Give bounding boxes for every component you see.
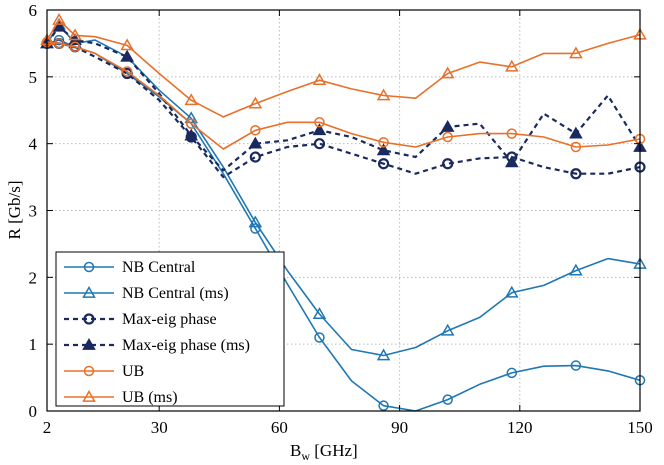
data-point <box>248 215 263 228</box>
data-point <box>378 400 389 411</box>
data-point <box>250 125 261 136</box>
data-point <box>378 137 389 148</box>
legend-label: Max-eig phase (ms) <box>122 337 250 354</box>
data-point <box>570 168 582 180</box>
data-point <box>312 307 327 319</box>
data-point <box>506 128 518 139</box>
data-point <box>442 131 453 143</box>
data-point <box>569 263 583 276</box>
data-point <box>376 88 391 101</box>
y-tick-label: 6 <box>29 1 38 20</box>
x-tick-label: 2 <box>43 418 52 437</box>
y-tick-label: 2 <box>29 268 38 287</box>
series-line <box>47 42 641 179</box>
legend-item: NB Central (ms) <box>64 285 229 302</box>
series-line <box>46 19 641 118</box>
x-tick-label: 60 <box>271 418 288 437</box>
data-point <box>53 38 65 49</box>
y-tick-label: 4 <box>29 135 38 154</box>
legend-item: Max-eig phase <box>64 311 217 328</box>
series-line <box>46 23 641 357</box>
legend-label: UB (ms) <box>122 389 178 406</box>
data-point <box>504 59 519 72</box>
data-point <box>440 119 455 132</box>
data-point <box>442 394 453 405</box>
series-line <box>46 41 641 150</box>
series-5 <box>40 13 647 118</box>
data-point <box>184 128 199 141</box>
x-tick-label: 150 <box>627 418 653 437</box>
x-tick-label: 120 <box>507 418 533 437</box>
data-point <box>442 158 454 170</box>
y-tick-label: 3 <box>29 202 38 221</box>
data-point <box>504 285 519 298</box>
data-point <box>314 332 325 343</box>
series-3 <box>40 19 647 172</box>
data-point <box>376 143 391 156</box>
data-point <box>313 138 326 150</box>
data-point <box>185 118 197 129</box>
x-axis-title: Bw [GHz] <box>290 441 358 463</box>
x-tick-label: 90 <box>391 418 408 437</box>
data-point <box>53 34 65 46</box>
data-point <box>52 13 66 25</box>
data-point <box>312 123 327 136</box>
legend-marker <box>82 285 96 298</box>
data-point <box>570 360 582 371</box>
data-point <box>184 93 199 106</box>
data-point <box>69 41 81 53</box>
data-point <box>377 158 390 170</box>
legend-box <box>55 251 285 407</box>
legend-item: Max-eig phase (ms) <box>64 337 250 354</box>
y-axis-title: R [Gb/s] <box>5 180 24 239</box>
data-point <box>314 117 325 128</box>
data-point <box>440 66 455 79</box>
data-point <box>249 151 261 163</box>
data-point <box>376 348 391 361</box>
legend-marker <box>83 313 95 325</box>
data-point <box>506 367 518 379</box>
data-point <box>570 141 582 153</box>
tick-labels: 2 30 60 90 120 150 0 1 2 3 4 5 6 <box>29 1 653 437</box>
data-point <box>120 49 134 62</box>
legend-item: NB Central <box>64 259 196 276</box>
y-tick-label: 0 <box>29 402 38 421</box>
legend-item: UB <box>64 363 144 380</box>
data-point <box>569 46 583 59</box>
legend-item: UB (ms) <box>64 389 178 406</box>
data-point <box>68 28 82 41</box>
data-point <box>248 96 263 109</box>
data-point <box>440 323 455 336</box>
data-point <box>312 73 327 86</box>
data-point <box>248 136 263 149</box>
data-point <box>184 111 199 124</box>
legend-marker <box>83 365 95 377</box>
legend-label: NB Central (ms) <box>122 285 229 302</box>
legend-marker <box>82 337 96 350</box>
data-point <box>120 38 134 51</box>
x-tick-label: 30 <box>151 418 168 437</box>
series-line <box>46 25 641 172</box>
legend-label: NB Central <box>122 259 196 276</box>
legend-label: Max-eig phase <box>122 311 217 328</box>
y-tick-label: 1 <box>29 335 38 354</box>
data-point <box>121 66 133 77</box>
data-point <box>504 155 519 168</box>
legend-marker <box>83 261 95 273</box>
data-point <box>569 126 583 139</box>
series-4 <box>41 36 646 153</box>
legend-label: UB <box>122 363 144 380</box>
legend: NB Central NB Central (ms) Max-eig phase Ma… <box>55 251 285 407</box>
legend-marker <box>82 389 96 402</box>
y-tick-label: 5 <box>29 68 38 87</box>
